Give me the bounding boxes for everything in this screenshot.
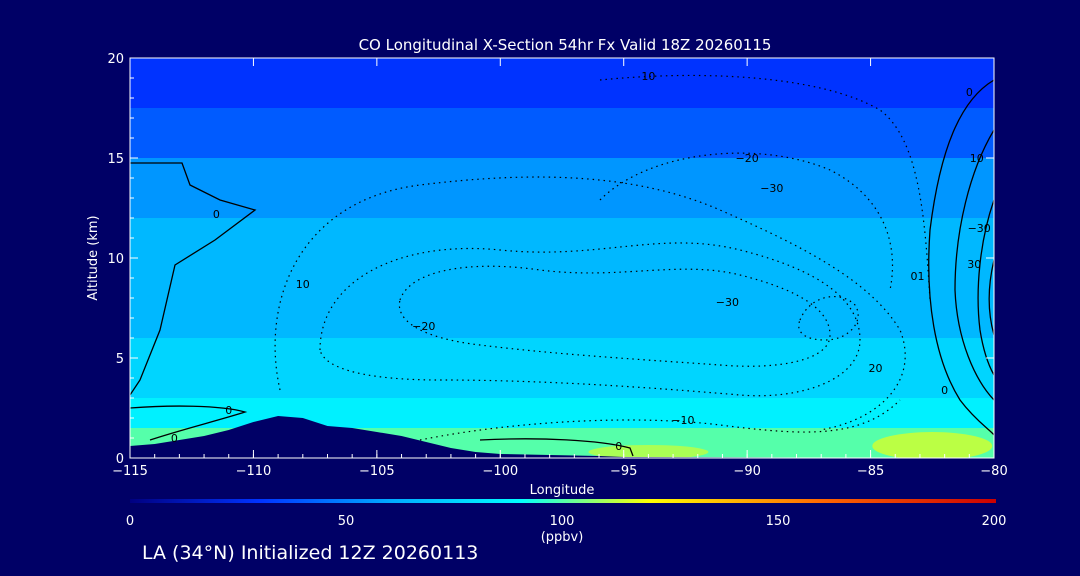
solid-contour-west-low [130,405,248,441]
contour-labels: 10 0 −20 10 −30 0 −30 10 01 −30 30 −20 20 0 0 −10 0 0 [171,70,991,453]
colorbar-tick-label: 50 [338,514,355,529]
surface-co-maximum [872,432,993,458]
co-shading [130,58,994,458]
contour-label: 0 [225,404,232,417]
contour-label: 0 [213,208,220,221]
y-tick-label: 20 [107,52,124,67]
solid-contour-east-3 [977,199,994,376]
x-tick-label: −100 [482,464,518,479]
shade-band-4 [130,338,994,398]
contour-label: 0 [615,440,622,453]
dotted-contour-5 [798,296,859,341]
dotted-contour-7 [599,74,931,301]
x-tick-label: −110 [236,464,272,479]
y-tick-label: 0 [116,452,124,467]
contour-label: 01 [910,270,924,283]
dotted-contour-2 [319,242,861,397]
shade-band-0 [130,58,994,108]
surface-co-patch [588,445,709,458]
contour-label: −30 [760,182,783,195]
x-tick-label: −90 [733,464,760,479]
y-tick-label: 5 [116,352,124,367]
contour-label: 0 [171,432,178,445]
colorbar-ticks: 0 50 100 150 200 [126,514,1007,529]
contour-label: 0 [966,86,973,99]
solid-contour-west [130,162,257,396]
shade-band-2 [130,158,994,218]
dotted-contour-1 [274,176,906,431]
contour-label: −20 [736,152,759,165]
x-tick-label: −80 [980,464,1007,479]
contour-label: −10 [671,414,694,427]
y-tick-label: 15 [107,152,124,167]
colorbar-tick-label: 100 [550,514,575,529]
contour-label: −20 [412,320,435,333]
contour-label: −30 [716,296,739,309]
terrain [130,416,994,458]
x-axis-label: Longitude [530,483,595,498]
shade-band-3 [130,218,994,338]
contour-label: 0 [941,384,948,397]
contour-label: −30 [968,222,991,235]
colorbar-label: (ppbv) [541,530,584,545]
x-tick-label: −115 [112,464,148,479]
y-axis-label: Altitude (km) [86,215,101,300]
colorbar-tick-label: 200 [982,514,1007,529]
x-tick-label: −95 [610,464,637,479]
colorbar [130,499,996,503]
x-tick-label: −105 [359,464,395,479]
contour-label: 10 [296,278,310,291]
solid-contour-east-1 [928,79,994,436]
colorbar-tick-label: 150 [766,514,791,529]
y-axis: 0 5 10 15 20 [107,52,994,467]
chart-title: CO Longitudinal X-Section 54hr Fx Valid … [359,36,772,54]
solid-contour-east-2 [954,129,994,401]
x-axis: −115 −110 −105 −100 −95 −90 −85 −80 [112,58,1008,479]
contour-label: 20 [869,362,883,375]
y-tick-label: 10 [107,252,124,267]
contour-label: 10 [641,70,655,83]
plot-area: 10 0 −20 10 −30 0 −30 10 01 −30 30 −20 20 0 0 −10 0 0 [130,58,994,458]
shade-band-1 [130,108,994,158]
contour-lines [130,74,994,457]
solid-contour-surface [479,438,634,457]
contour-label: 30 [967,258,981,271]
footer-caption: LA (34°N) Initialized 12Z 20260113 [142,542,479,564]
colorbar-tick-label: 0 [126,514,134,529]
x-tick-label: −85 [857,464,884,479]
solid-contour-east-4 [988,259,994,336]
contour-label: 10 [970,152,984,165]
dotted-contour-4 [599,152,894,291]
